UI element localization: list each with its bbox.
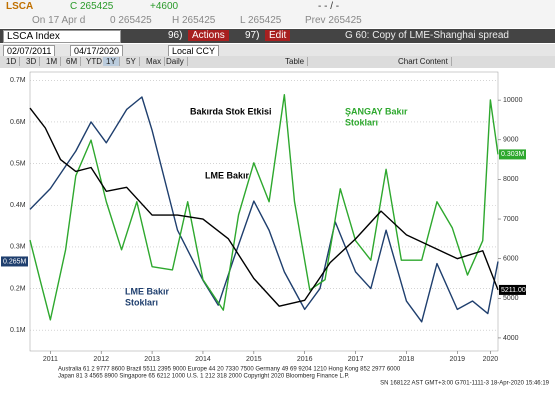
ohlc-row: On 17 Apr d 0 265425 H 265425 L 265425 P…	[0, 14, 555, 28]
footer: Japan 81 3 4565 8900 Singapore 65 6212 1…	[58, 374, 350, 380]
y2-tick-label: 9000	[503, 137, 519, 144]
x-tick-label: 2012	[93, 356, 109, 363]
command-row: LSCA Index 96) Actions 97) Edit G 60: Co…	[0, 29, 555, 43]
y-tick-label: 0.7M	[10, 77, 26, 84]
x-tick-label: 2020	[483, 356, 499, 363]
close: C 265425	[70, 1, 114, 12]
value-label-box	[499, 149, 526, 160]
ticker: LSCA	[6, 1, 34, 12]
y-tick-label: 0.2M	[10, 285, 26, 292]
series-line	[29, 96, 499, 323]
chart-content-button[interactable]: Chart Content	[395, 57, 452, 66]
annotation: Bakırda Stok Etkisi	[190, 106, 272, 116]
x-tick-label: 2018	[399, 356, 415, 363]
quote-row: LSCA C 265425 +4600 - - / -	[0, 0, 555, 14]
security-field[interactable]: LSCA Index	[3, 30, 121, 43]
dash: - - / -	[318, 1, 340, 12]
y2-tick-label: 5000	[503, 295, 519, 302]
annotation: LME Bakır	[205, 170, 250, 180]
toolbar: LSCA C 265425 +4600 - - / - On 17 Apr d …	[0, 0, 555, 68]
annotation: Stokları	[345, 117, 378, 127]
y-tick-label: 0.5M	[10, 160, 26, 167]
button-row: Table Chart Content 1D 3D 1M 6M YTD 1Y 5Y Max Da…	[0, 56, 555, 68]
value-label: 0.265M	[3, 258, 27, 265]
annotation: ŞANGAY Bakır	[345, 106, 408, 116]
range-button[interactable]: 1Y	[103, 57, 120, 66]
x-tick-label: 2014	[195, 356, 211, 363]
chart-name: G 60: Copy of LME-Shanghai spread	[345, 30, 509, 41]
value-label: 0.303M	[501, 151, 525, 158]
series-line	[29, 107, 499, 307]
range-button[interactable]: 5Y	[123, 57, 140, 66]
y2-tick-label: 4000	[503, 335, 519, 342]
x-tick-label: 2011	[43, 356, 58, 363]
y-tick-label: 0.6M	[10, 119, 26, 126]
range-button[interactable]: 6M	[63, 57, 82, 66]
plot-area	[29, 71, 499, 352]
date-row: 02/07/2011 04/17/2020 Local CCY	[0, 44, 555, 57]
x-tick-label: 2013	[144, 356, 160, 363]
x-tick-label: 2015	[246, 356, 262, 363]
y-tick-label: 0.1M	[10, 327, 26, 334]
footer: SN 168122 AST GMT+3:00 G701-1111-3 18-Ap…	[380, 381, 549, 387]
value-label-box	[499, 284, 526, 295]
prev: Prev 265425	[305, 15, 362, 26]
x-tick-label: 2017	[348, 356, 364, 363]
series-line	[29, 94, 499, 321]
y2-tick-label: 6000	[503, 256, 519, 263]
range-button[interactable]: 3D	[23, 57, 41, 66]
actions-button[interactable]: Actions	[188, 30, 229, 41]
range-button[interactable]: 1D	[3, 57, 21, 66]
edit-no: 97)	[245, 30, 260, 41]
y2-tick-label: 8000	[503, 176, 519, 183]
low: L 265425	[240, 15, 282, 26]
value-label: 5211.00	[501, 287, 526, 294]
actions-no: 96)	[168, 30, 183, 41]
open: 0 265425	[110, 15, 152, 26]
value-label-box	[1, 256, 28, 267]
change: +4600	[150, 1, 179, 12]
edit-button[interactable]: Edit	[265, 30, 291, 41]
y2-tick-label: 10000	[503, 97, 523, 104]
y-tick-label: 0.4M	[10, 202, 26, 209]
footer: Australia 61 2 9777 8600 Brazil 5511 239…	[58, 367, 401, 373]
range-button[interactable]: 1M	[43, 57, 62, 66]
y-tick-label: 0.3M	[10, 244, 26, 251]
annotation: Stokları	[125, 297, 158, 307]
x-tick-label: 2019	[450, 356, 466, 363]
high: H 265425	[172, 15, 216, 26]
y2-tick-label: 7000	[503, 216, 519, 223]
range-button[interactable]: Max	[143, 57, 166, 66]
x-tick-label: 2016	[297, 356, 313, 363]
range-button[interactable]: Daily	[163, 57, 188, 66]
table-button[interactable]: Table	[282, 57, 309, 66]
annotation: LME Bakır	[125, 286, 170, 296]
on-date: On 17 Apr d	[32, 15, 86, 26]
